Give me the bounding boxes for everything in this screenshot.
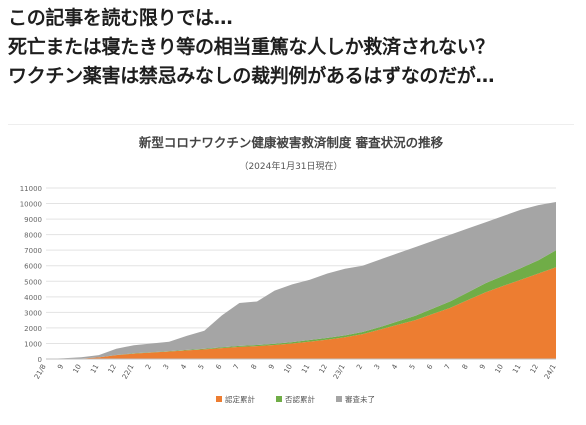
x-tick-label: 21/8: [33, 363, 48, 381]
caption: この記事を読む限りでは… 死亡または寝たきり等の相当重篤な人しか救済されない？ …: [8, 4, 580, 91]
x-tick-label: 12: [107, 363, 118, 375]
x-tick-label: 7: [232, 363, 241, 371]
caption-line-3: ワクチン薬害は禁忌みなしの裁判例があるはずなのだが…: [8, 65, 495, 87]
y-tick-label: 1000: [24, 340, 42, 348]
x-tick-label: 4: [390, 363, 399, 371]
x-tick-label: 9: [267, 363, 276, 371]
caption-line-2: 死亡または寝たきり等の相当重篤な人しか救済されない？: [8, 36, 495, 58]
x-tick-label: 8: [461, 363, 470, 371]
y-tick-label: 9000: [24, 216, 42, 224]
x-tick-label: 12: [529, 363, 540, 375]
x-tick-label: 6: [425, 363, 434, 371]
legend: 認定累計 否認累計 審査未了: [216, 394, 375, 404]
x-tick-label: 22/1: [121, 363, 136, 381]
y-tick-label: 0: [38, 356, 42, 364]
x-tick-label: 5: [197, 363, 206, 371]
y-tick-label: 2000: [24, 325, 42, 333]
x-tick-label: 23/1: [332, 363, 347, 381]
chart-title: 新型コロナワクチン健康被害救済制度 審査状況の推移: [139, 135, 444, 150]
x-tick-label: 3: [373, 363, 382, 371]
x-tick-label: 10: [283, 363, 294, 375]
x-tick-label: 11: [300, 363, 311, 375]
y-tick-label: 4000: [24, 294, 42, 302]
x-tick-label: 8: [250, 363, 259, 371]
x-tick-label: 9: [478, 363, 487, 371]
caption-line-1: この記事を読む限りでは…: [8, 7, 233, 29]
y-tick-label: 6000: [24, 263, 42, 271]
x-tick-label: 2: [355, 363, 364, 371]
x-tick-label: 6: [214, 363, 223, 371]
y-tick-label: 11000: [20, 185, 42, 193]
y-tick-label: 5000: [24, 278, 42, 286]
x-tick-label: 5: [408, 363, 417, 371]
x-tick-label: 24/1: [543, 363, 558, 381]
chart-subtitle: （2024年1月31日現在）: [239, 160, 342, 172]
x-tick-label: 2: [144, 363, 153, 371]
chart-card: 新型コロナワクチン健康被害救済制度 審査状況の推移 （2024年1月31日現在）…: [8, 124, 574, 421]
series-area-2: [46, 250, 556, 359]
y-axis: 0 1000 2000 3000 4000 5000 6000 7000 8000 9000 100…: [20, 185, 42, 364]
y-tick-label: 3000: [24, 309, 42, 317]
legend-label: 認定累計: [225, 394, 255, 404]
legend-swatch: [216, 396, 222, 402]
x-tick-label: 11: [511, 363, 522, 375]
x-tick-label: 3: [162, 363, 171, 371]
legend-swatch: [276, 396, 282, 402]
legend-label: 審査未了: [345, 394, 375, 404]
x-tick-label: 4: [179, 363, 188, 371]
x-tick-label: 10: [494, 363, 505, 375]
y-tick-label: 10000: [20, 201, 42, 209]
series-area-1: [46, 267, 556, 359]
x-tick-label: 9: [56, 363, 65, 371]
x-tick-label: 11: [89, 363, 100, 375]
x-axis: 21/8 9 10 11 12 22/1 2 3 4 5 6 7 8 9 10 11 12 23/1 2 3 4 5 6 7 8…: [33, 358, 558, 381]
legend-swatch: [336, 396, 342, 402]
plot-areas: [46, 202, 556, 359]
x-tick-label: 12: [318, 363, 329, 375]
y-tick-label: 7000: [24, 247, 42, 255]
x-tick-label: 10: [72, 363, 83, 375]
x-tick-label: 7: [443, 363, 452, 371]
y-tick-label: 8000: [24, 232, 42, 240]
legend-label: 否認累計: [285, 394, 315, 404]
series-area-3: [46, 202, 556, 359]
chart-svg: 新型コロナワクチン健康被害救済制度 審査状況の推移 （2024年1月31日現在）…: [20, 135, 558, 404]
